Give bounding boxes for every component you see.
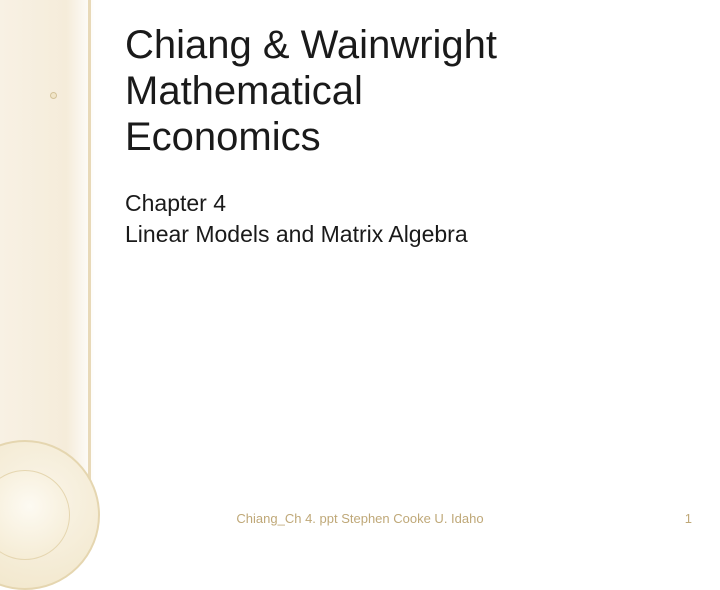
subtitle-block: Chapter 4 Linear Models and Matrix Algeb… (125, 188, 685, 250)
page-number: 1 (685, 511, 692, 526)
slide-footer: Chiang_Ch 4. ppt Stephen Cooke U. Idaho (0, 511, 720, 526)
left-border-line (88, 0, 91, 540)
slide-content: Chiang & Wainwright Mathematical Economi… (125, 22, 685, 250)
subtitle-line-1: Chapter 4 (125, 188, 685, 219)
subtitle-line-2: Linear Models and Matrix Algebra (125, 219, 685, 250)
small-circle-decoration (50, 92, 57, 99)
title-line-1: Chiang & Wainwright (125, 22, 685, 68)
title-line-3: Economics (125, 114, 685, 160)
title-line-2: Mathematical (125, 68, 685, 114)
